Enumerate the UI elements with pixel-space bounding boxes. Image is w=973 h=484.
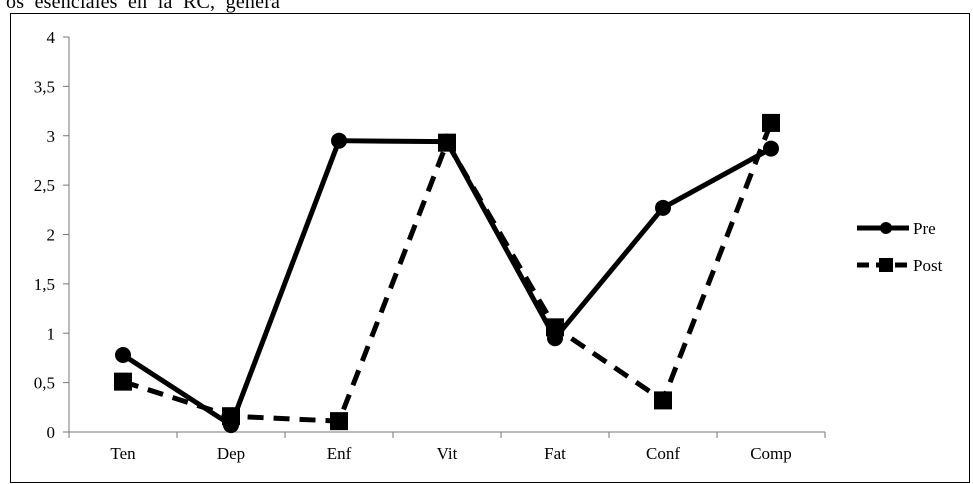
legend-marker-pre [880,222,892,234]
legend-item-pre: Pre [857,219,936,238]
y-tick-label: 1 [47,324,56,343]
data-point-pre [763,140,779,157]
y-tick-label: 1,5 [34,275,55,294]
x-tick-label: Fat [544,444,566,463]
line-chart: 0 0,5 1 1,5 2 2,5 3 3,5 4 Ten Dep Enf Vit Fat Conf Comp… [34,28,943,463]
y-tick-label: 2 [47,226,56,245]
legend-label-pre: Pre [913,219,936,238]
data-point-post [330,412,348,431]
y-tick-label: 2,5 [34,176,55,195]
data-point-post [114,372,132,391]
x-tick-label: Dep [217,444,245,463]
data-point-post [438,133,456,152]
series-pre [115,132,779,434]
series-post [114,113,780,431]
x-tick-label: Conf [646,444,680,463]
axes: 0 0,5 1 1,5 2 2,5 3 3,5 4 Ten Dep Enf Vit Fat Conf Comp [34,28,826,463]
series-layer [114,113,780,434]
y-tick-label: 0 [47,423,56,442]
data-point-pre [115,346,131,363]
legend-item-post: Post [857,256,943,275]
legend-marker-post [879,258,893,272]
legend: Pre Post [857,219,943,275]
body-text-fragment: os esenciales en la RC, genera [6,0,281,13]
y-tick-label: 4 [47,28,56,47]
data-point-pre [331,132,347,149]
series-line-post [122,122,774,424]
series-line-pre [121,138,773,428]
data-point-post [222,407,240,426]
chart-frame: 0 0,5 1 1,5 2 2,5 3 3,5 4 Ten Dep Enf Vit Fat Conf Comp… [10,13,970,483]
x-tick-label: Comp [750,444,792,463]
y-tick-label: 3,5 [34,77,55,96]
data-point-post [546,318,564,337]
legend-label-post: Post [913,256,943,275]
data-point-post [654,391,672,410]
x-tick-label: Enf [327,444,352,463]
x-tick-label: Vit [437,444,458,463]
data-point-post [762,113,780,132]
x-tick-label: Ten [110,444,136,463]
y-tick-label: 0,5 [34,374,55,393]
data-point-pre [655,199,671,216]
y-tick-label: 3 [47,127,56,146]
